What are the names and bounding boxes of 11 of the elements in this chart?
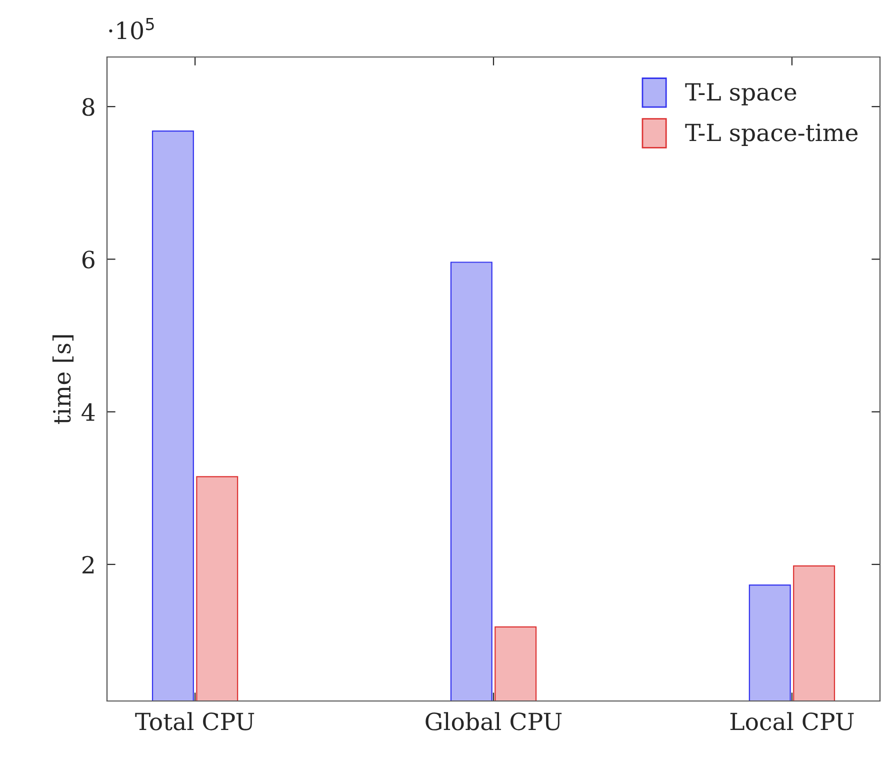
y-tick-label: 4 — [82, 403, 95, 421]
legend-label: T-L space-time — [685, 124, 858, 146]
y-tick-label: 6 — [82, 250, 94, 269]
x-tick-label: Global CPU — [426, 712, 562, 730]
x-tick-label: Total CPU — [135, 712, 254, 730]
y-tick-label: 8 — [82, 98, 94, 116]
legend-label: T-L space — [685, 83, 796, 106]
text: ·10$^{5}$ — [109, 18, 154, 40]
y-axis-title: time [s] — [52, 335, 74, 424]
x-tick-label: Local CPU — [730, 712, 854, 730]
y-tick-label: 2 — [82, 556, 94, 574]
